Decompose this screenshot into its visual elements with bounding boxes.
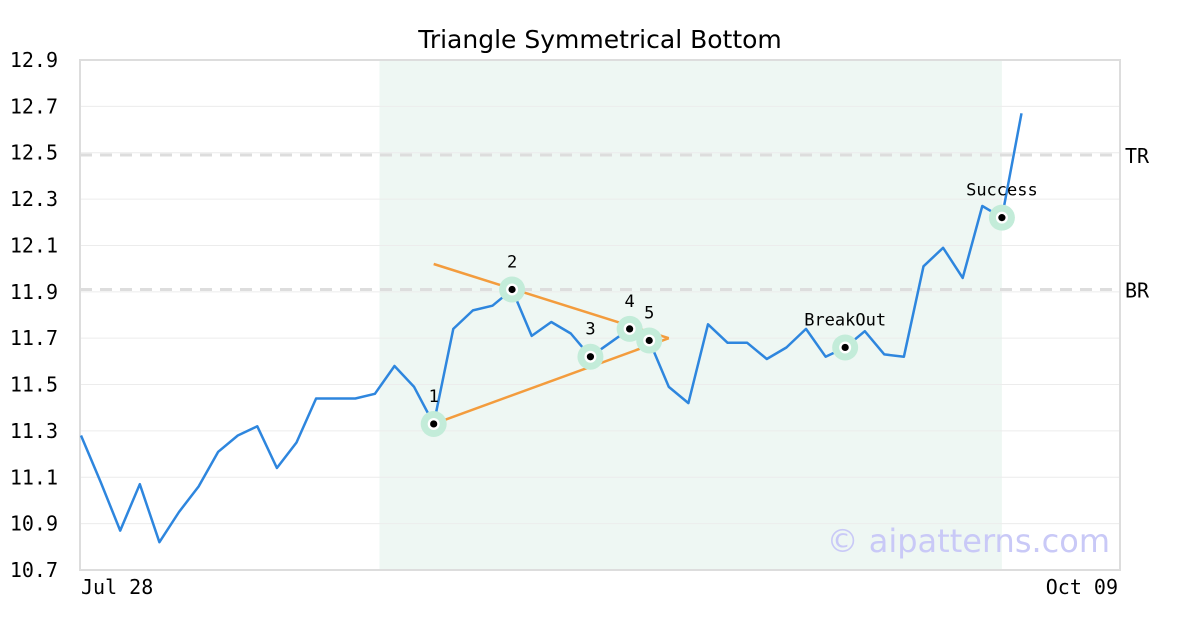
point-label: 2 — [507, 253, 517, 273]
point-marker — [586, 353, 595, 361]
point-label: Success — [966, 181, 1038, 201]
x-tick-label: Jul 28 — [81, 575, 153, 599]
pattern-region — [379, 60, 1002, 570]
plot-frame — [79, 59, 1121, 571]
y-tick-label: 12.3 — [10, 187, 58, 211]
point-label: 3 — [585, 320, 595, 340]
point-marker — [998, 214, 1006, 222]
y-tick-label: 11.3 — [10, 419, 58, 443]
x-tick-label: Oct 09 — [1046, 575, 1118, 599]
y-tick-label: 10.9 — [10, 512, 58, 536]
y-tick-label: 12.1 — [10, 233, 58, 257]
reference-label: TR — [1125, 144, 1150, 168]
y-tick-label: 11.9 — [10, 280, 58, 304]
price-line — [79, 113, 1023, 544]
reference-label: BR — [1125, 279, 1150, 303]
point-marker — [841, 343, 849, 352]
y-tick-label: 10.7 — [10, 558, 58, 582]
point-label: 4 — [625, 292, 635, 312]
y-tick-label: 11.5 — [10, 373, 58, 397]
trendline — [433, 337, 670, 426]
y-tick-label: 11.7 — [10, 326, 58, 350]
y-tick-label: 12.5 — [10, 141, 58, 165]
y-tick-label: 12.9 — [10, 48, 58, 72]
point-label: 1 — [429, 387, 439, 407]
y-tick-label: 11.1 — [10, 465, 58, 489]
point-marker — [508, 285, 516, 294]
point-marker — [430, 420, 438, 428]
point-label: BreakOut — [804, 310, 886, 330]
point-marker — [626, 325, 634, 333]
watermark: © aipatterns.com — [827, 522, 1110, 560]
point-marker — [645, 336, 653, 345]
y-tick-label: 12.7 — [10, 94, 58, 118]
chart-title: Triangle Symmetrical Bottom — [417, 25, 782, 54]
point-label: 5 — [644, 304, 654, 324]
